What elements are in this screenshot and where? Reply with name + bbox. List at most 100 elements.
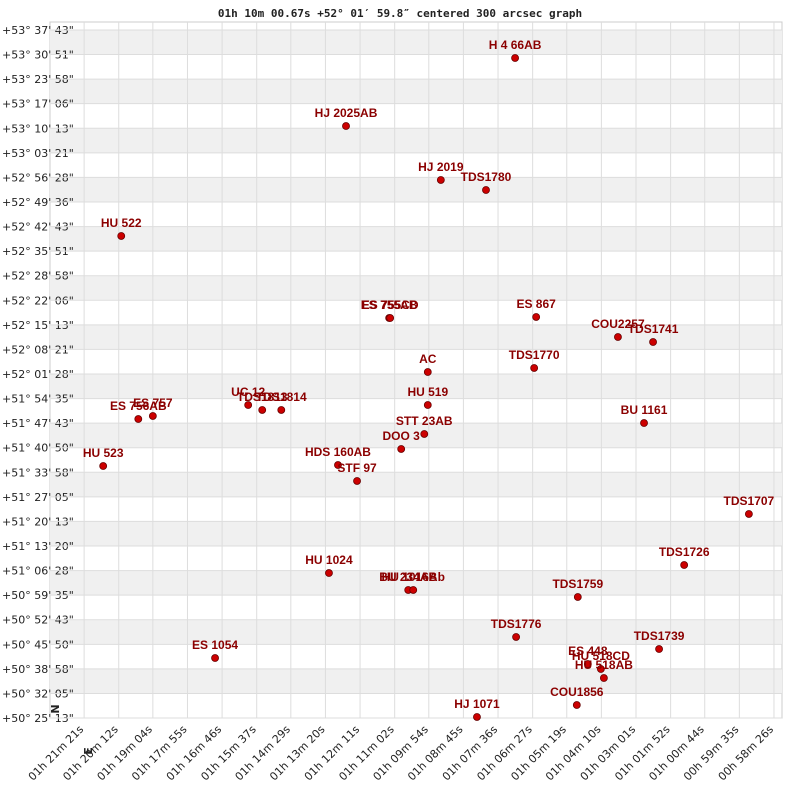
y-tick-label: +50° 52' 43" — [2, 614, 74, 627]
star-label: HJ 1071 — [454, 697, 500, 711]
y-tick-label: +52° 15' 13" — [2, 319, 74, 332]
y-tick-label: +52° 08' 21" — [2, 343, 74, 356]
y-tick-label: +50° 38' 58" — [2, 663, 74, 676]
star — [614, 333, 622, 341]
band — [50, 275, 782, 301]
star-label: STF 97 — [337, 461, 377, 475]
band — [50, 619, 782, 645]
star-label: COU2257 — [591, 317, 645, 331]
y-tick-label: +53° 37' 43" — [2, 24, 74, 37]
star — [473, 713, 481, 721]
star — [649, 338, 657, 346]
star-label: HU 518AB — [575, 658, 633, 672]
star-label: ES 757 — [133, 396, 173, 410]
band — [50, 226, 782, 252]
star — [423, 368, 432, 376]
y-tick-label: +50° 45' 50" — [2, 638, 74, 651]
star-label: HDS 160AB — [305, 445, 371, 459]
star — [423, 401, 432, 409]
star — [583, 660, 592, 668]
star — [277, 406, 286, 414]
star-label: TDS1759 — [552, 577, 603, 591]
star-label: HU 1016Ab — [382, 570, 445, 584]
y-tick-label: +53° 10' 13" — [2, 122, 74, 135]
star — [744, 510, 753, 518]
band — [50, 324, 782, 350]
band — [50, 128, 782, 153]
star-label: HU 523 — [83, 446, 124, 460]
star — [99, 462, 108, 470]
star — [258, 406, 267, 414]
star — [148, 412, 157, 420]
star — [211, 654, 219, 662]
y-tick-label: +50° 25' 13" — [2, 712, 74, 725]
star — [573, 593, 582, 601]
star-label: ES 1054 — [192, 638, 238, 652]
star-label: HU 518CD — [572, 649, 630, 663]
star — [680, 561, 689, 569]
star — [436, 176, 445, 184]
star — [397, 445, 406, 453]
star-label: TDS1739 — [634, 629, 685, 643]
y-tick-label: +52° 49' 36" — [2, 196, 74, 209]
star — [325, 569, 333, 577]
y-tick-label: +51° 27' 05" — [2, 491, 74, 504]
y-tick-label: +52° 01' 28" — [2, 368, 74, 381]
y-tick-label: +53° 23' 58" — [2, 73, 74, 86]
band — [50, 521, 782, 547]
star — [599, 674, 608, 682]
star-label: TDS1813 — [237, 390, 288, 404]
plot-area — [49, 21, 783, 719]
y-tick-label: +51° 33' 58" — [2, 466, 74, 479]
star — [334, 461, 342, 469]
star-label: HU 1024 — [305, 553, 353, 567]
star-label: BU 234AB — [379, 570, 437, 584]
y-tick-label: +50° 32' 05" — [2, 687, 74, 700]
star-label: UC 12 — [231, 385, 265, 399]
compass-north: N — [49, 704, 62, 713]
band — [50, 374, 782, 399]
star-label: TDS1726 — [659, 545, 710, 559]
star-label: BU 1161 — [621, 403, 668, 417]
star — [640, 419, 648, 427]
band — [50, 668, 782, 694]
star — [482, 186, 490, 194]
y-tick-label: +51° 06' 28" — [2, 565, 74, 578]
star-label: TDS1707 — [724, 494, 775, 508]
compass-east: E — [82, 747, 95, 755]
chart-title: 01h 10m 00.67s +52° 01′ 59.8″ centered 3… — [218, 7, 582, 20]
y-tick-label: +52° 56' 28" — [2, 171, 74, 184]
star-label: ES 867 — [516, 297, 556, 311]
star — [134, 415, 143, 423]
star — [512, 633, 520, 641]
y-tick-label: +52° 28' 58" — [2, 270, 74, 283]
star — [117, 232, 126, 240]
star — [420, 430, 429, 438]
star-label: HU 522 — [101, 216, 142, 230]
star-label: HU 519 — [407, 385, 448, 399]
star — [596, 665, 605, 673]
star-label: AC — [419, 352, 437, 366]
star-label: HJ 2019 — [418, 160, 464, 174]
y-tick-label: +50° 59' 35" — [2, 589, 74, 602]
star-label: H 4 66AB — [489, 38, 542, 52]
band — [50, 177, 782, 202]
star — [511, 54, 519, 62]
y-tick-label: +52° 35' 51" — [2, 245, 74, 258]
star-label: TDS1776 — [491, 617, 542, 631]
star-label: DOO 3 — [383, 429, 421, 443]
star-label: ES 755CD — [362, 298, 419, 312]
y-tick-label: +53° 03' 21" — [2, 147, 74, 160]
band — [50, 30, 782, 55]
star — [655, 645, 663, 653]
star-label: ES 756AB — [110, 399, 167, 413]
star — [353, 477, 361, 485]
band — [50, 423, 782, 448]
star-label: COU1856 — [550, 685, 604, 699]
star-label: ES 755AB — [361, 298, 418, 312]
y-tick-label: +51° 54' 35" — [2, 393, 74, 406]
star-label: TDS1780 — [461, 170, 512, 184]
star-label: STT 23AB — [396, 414, 453, 428]
star — [572, 701, 581, 709]
